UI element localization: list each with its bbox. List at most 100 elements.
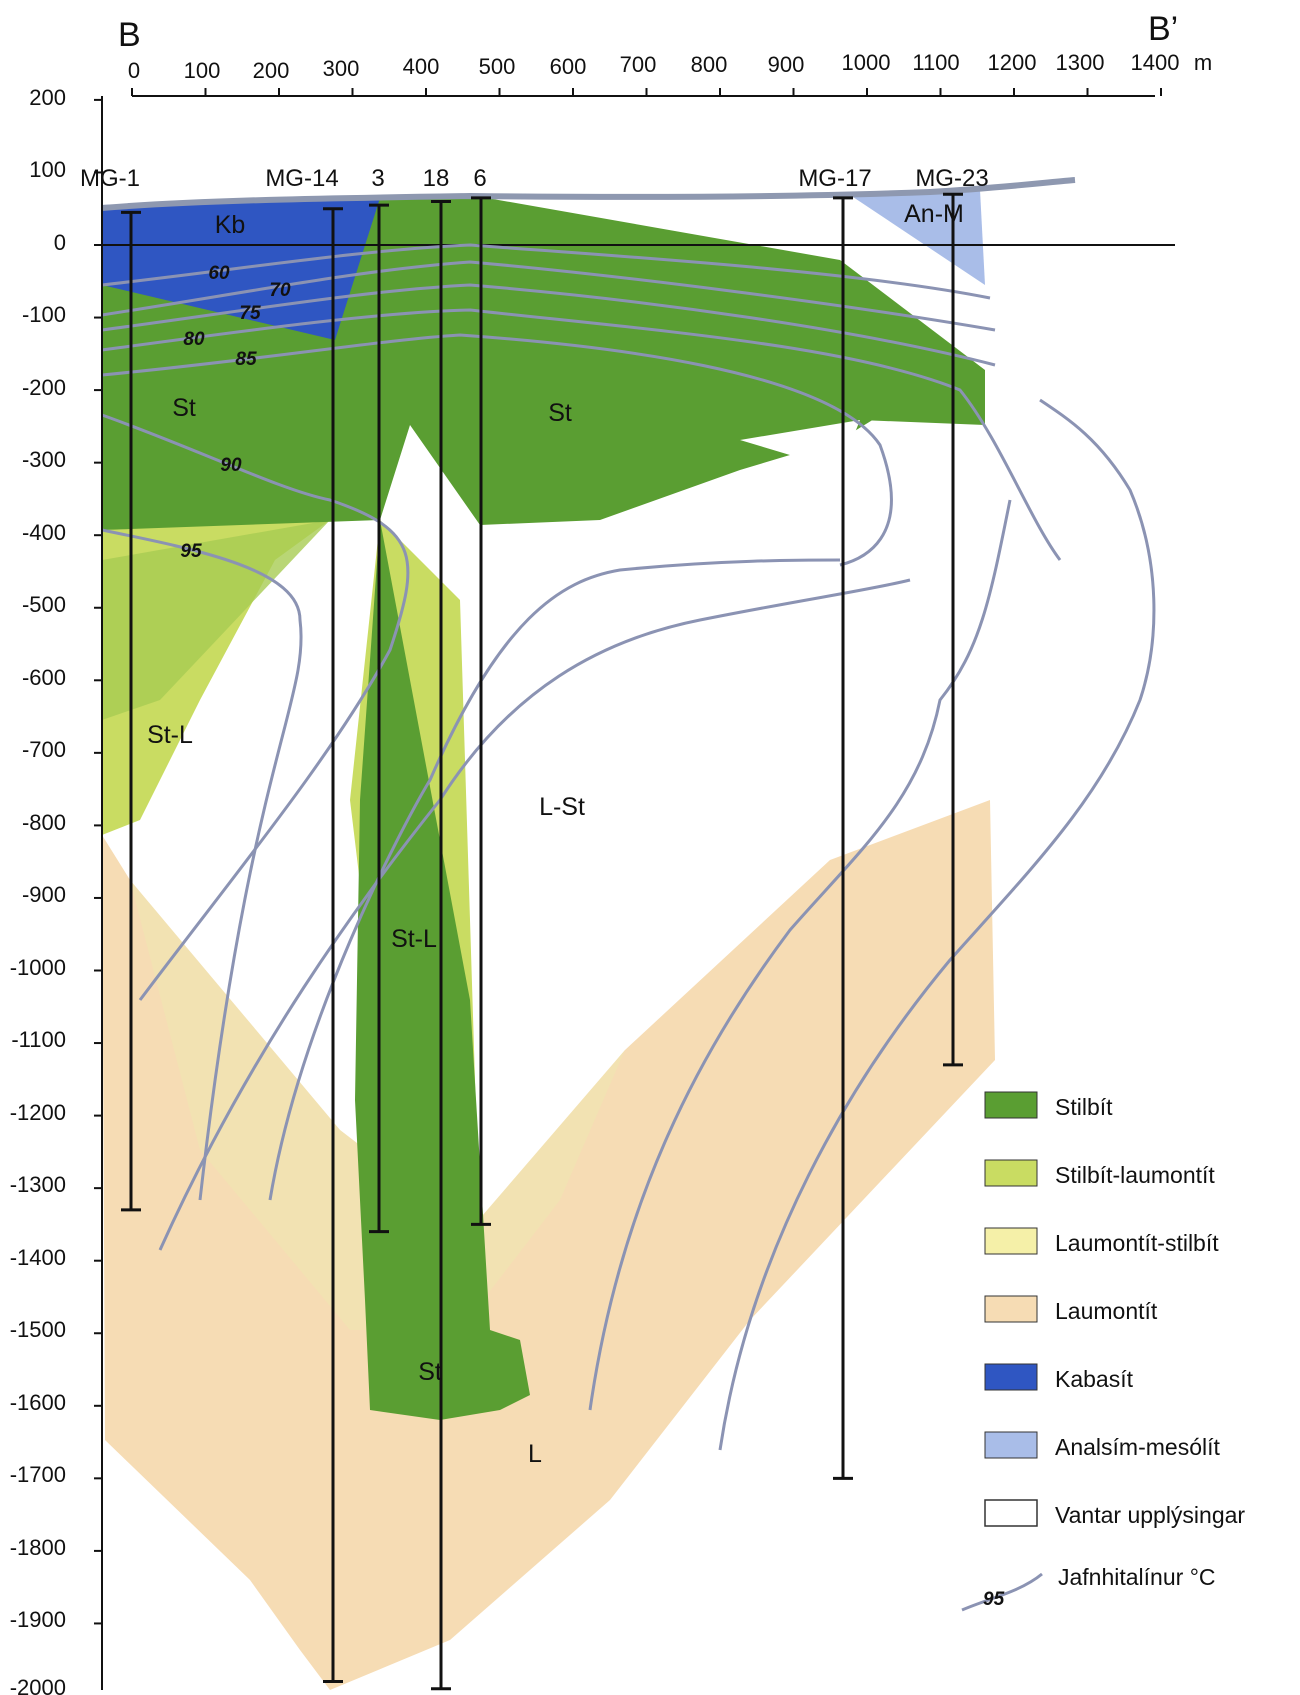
depth-tick-label: -200: [22, 375, 66, 400]
section-end-label: B’: [1148, 10, 1178, 48]
isotherm-85: [101, 333, 893, 567]
depth-tick-label: -1200: [10, 1100, 66, 1125]
isotherm-label-60: 60: [208, 263, 230, 284]
depth-tick-label: 200: [29, 85, 66, 110]
isotherm-outer-1: [158, 578, 911, 1251]
depth-tick-label: -1500: [10, 1317, 66, 1342]
distance-tick-label: 900: [768, 52, 805, 77]
depth-tick-labels: 200 100 0 -100 -200 -300 -400 -500 -600 …: [10, 85, 66, 1695]
distance-tick-label: 1200: [988, 50, 1037, 75]
distance-tick-label: 400: [403, 54, 440, 79]
distance-tick-label: 800: [691, 52, 728, 77]
depth-tick-label: -600: [22, 665, 66, 690]
distance-tick-label: 1300: [1056, 50, 1105, 75]
distance-unit-label: m: [1194, 50, 1212, 75]
zone-analcime-mesolite: [850, 190, 985, 285]
legend-swatch-stilbite: [984, 1091, 1038, 1119]
isotherm-90: [101, 413, 410, 1001]
isotherm-deep-1: [588, 499, 1012, 1411]
distance-tick-label: 1000: [842, 50, 891, 75]
isotherm-deep-2: [718, 398, 1156, 1451]
depth-tick-label: -300: [22, 447, 66, 472]
distance-tick-labels: 0 100 200 300 400 500 600 700 800 900 10…: [128, 50, 1212, 83]
borehole-label: MG-23: [915, 165, 988, 192]
zone-laumontite-yellow: [130, 880, 625, 1330]
isotherm-label-80: 80: [183, 329, 205, 350]
legend-swatch-analcime-mesolite: [984, 1431, 1038, 1459]
depth-tick-label: 100: [29, 157, 66, 182]
depth-tick-label: -1300: [10, 1172, 66, 1197]
zone-labels: Kb An-M St St St-L L-St St-L St L: [147, 200, 964, 1468]
zone-stilbite-laumontite-left-2: [102, 520, 330, 720]
depth-tick-label: -1400: [10, 1245, 66, 1270]
distance-tick-label: 700: [620, 52, 657, 77]
zone-label-st-bottom: St: [418, 1358, 442, 1386]
legend-swatch-stilbite-laumontite: [984, 1159, 1038, 1187]
distance-tick-marks: [131, 88, 1162, 96]
borehole-label: 6: [473, 165, 486, 192]
distance-tick-label: 300: [323, 56, 360, 81]
zone-laumontite: [102, 800, 995, 1690]
depth-tick-label: -1100: [11, 1027, 66, 1052]
depth-tick-label: -800: [22, 810, 66, 835]
legend-label: Stilbít-laumontít: [1055, 1162, 1215, 1188]
isotherm-label-70: 70: [269, 280, 291, 301]
depth-tick-label: -1000: [10, 955, 66, 980]
legend-label: Kabasít: [1055, 1366, 1134, 1392]
legend-label: Vantar upplýsingar: [1055, 1502, 1245, 1528]
legend-swatch-chabazite: [984, 1363, 1038, 1391]
borehole-label: MG-14: [265, 165, 338, 192]
depth-tick-label: 0: [54, 230, 66, 255]
distance-tick-label: 200: [253, 58, 290, 83]
borehole-label: 3: [371, 165, 384, 192]
distance-tick-label: 1400: [1131, 50, 1180, 75]
legend-isotherm-sample-line: [961, 1572, 1043, 1612]
distance-tick-label: 1100: [912, 50, 959, 75]
legend: Stilbít Stilbít-laumontít Laumontít-stil…: [961, 1091, 1245, 1612]
zone-label-st-mid: St: [548, 399, 572, 427]
depth-tick-label: -700: [22, 737, 66, 762]
distance-tick-label: 500: [479, 54, 516, 79]
isotherm-75: [101, 283, 996, 367]
depth-tick-label: -1900: [10, 1607, 66, 1632]
depth-tick-label: -900: [22, 882, 66, 907]
legend-isotherm-sample-value: 95: [983, 1589, 1005, 1610]
zone-label-lst: L-St: [539, 793, 585, 821]
legend-swatch-laumontite-stilbite: [984, 1227, 1038, 1255]
borehole-label: MG-1: [80, 165, 140, 192]
zone-label-l: L: [528, 1440, 542, 1468]
boreholes: MG-1 MG-14 3 18 6 MG-17 MG-23: [80, 165, 989, 1691]
depth-tick-label: -100: [22, 302, 66, 327]
legend-label: Analsím-mesólít: [1055, 1434, 1220, 1460]
legend-label: Stilbít: [1055, 1094, 1113, 1120]
borehole-label: MG-17: [798, 165, 871, 192]
distance-tick-label: 100: [184, 58, 221, 83]
depth-tick-label: -1700: [10, 1462, 66, 1487]
legend-label: Laumontít-stilbít: [1055, 1230, 1219, 1256]
isotherm-70: [101, 260, 996, 332]
isotherm-label-90: 90: [220, 455, 242, 476]
distance-tick-label: 0: [128, 58, 140, 83]
zone-label-st-left: St: [172, 394, 196, 422]
ground-surface: [101, 177, 1076, 211]
depth-tick-label: -1600: [10, 1390, 66, 1415]
depth-tick-label: -400: [22, 520, 66, 545]
depth-tick-label: -2000: [10, 1675, 66, 1695]
borehole-label: 18: [423, 165, 450, 192]
isotherm-label-95: 95: [180, 541, 202, 562]
zone-label-kb: Kb: [215, 211, 246, 239]
isotherm-80: [101, 308, 1062, 561]
depth-tick-marks: [94, 98, 102, 1625]
distance-tick-label: 600: [550, 54, 587, 79]
zone-label-anm: An-M: [904, 200, 964, 228]
isotherm-95: [101, 528, 303, 1201]
section-start-label: B: [118, 16, 141, 54]
depth-tick-label: -500: [22, 592, 66, 617]
zone-no-data-notch: [740, 420, 860, 470]
isotherm-label-75: 75: [239, 303, 261, 324]
depth-tick-label: -1800: [10, 1535, 66, 1560]
zone-label-stl-mid: St-L: [391, 925, 437, 953]
axes: [101, 95, 1155, 1690]
legend-label: Laumontít: [1055, 1298, 1158, 1324]
